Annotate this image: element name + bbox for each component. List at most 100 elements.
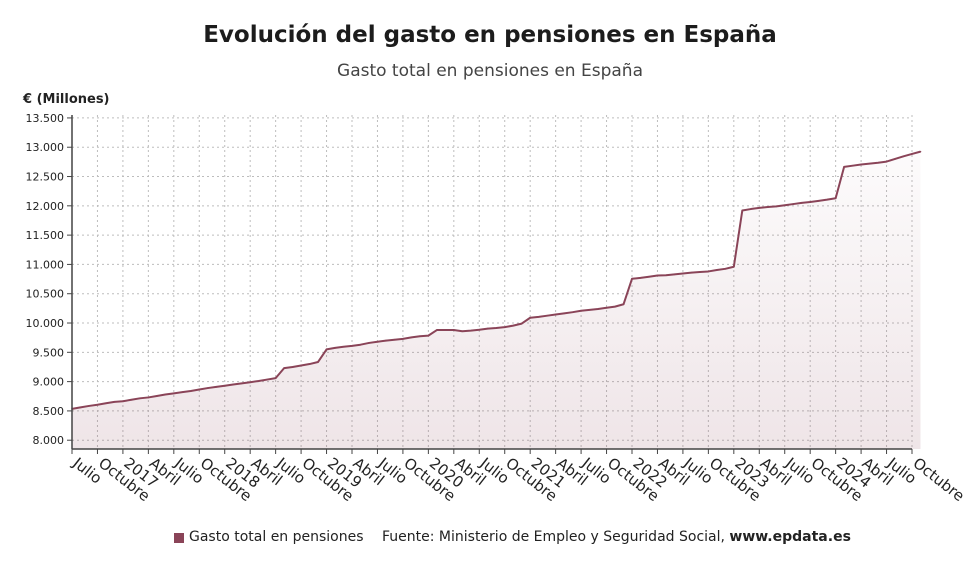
data-point [79, 406, 82, 409]
y-tick-labels: 8.000 8.500 9.000 9.500 10.000 10.500 11.000 11… [26, 112, 72, 447]
data-point [690, 271, 693, 274]
source-prefix: Fuente: Ministerio de Empleo y Seguridad… [382, 529, 730, 545]
data-point [682, 272, 684, 275]
axes [71, 115, 912, 450]
data-point [342, 345, 345, 348]
data-point [724, 268, 727, 270]
legend-label: Gasto total en pensiones [189, 529, 364, 545]
data-point [622, 303, 625, 306]
data-point [716, 269, 718, 271]
data-point [300, 364, 302, 367]
data-point [512, 324, 515, 327]
data-point [631, 277, 633, 280]
data-point [436, 329, 438, 331]
data-point [215, 386, 218, 388]
data-point [588, 309, 591, 311]
data-point [571, 311, 574, 313]
data-point [291, 366, 294, 368]
data-point [749, 208, 752, 210]
data-point [173, 392, 175, 395]
data-point [919, 150, 922, 153]
data-point [843, 166, 845, 168]
data-point [894, 158, 896, 160]
data-point [911, 153, 913, 155]
data-point [385, 339, 387, 342]
data-point [851, 164, 854, 167]
data-point [817, 200, 820, 202]
data-point [325, 348, 328, 351]
data-point [274, 377, 277, 379]
data-point [758, 207, 761, 209]
data-point [580, 309, 582, 312]
data-point [605, 306, 608, 309]
data-point [164, 393, 167, 396]
data-point [648, 275, 650, 278]
data-point [546, 314, 548, 317]
data-point [189, 390, 192, 392]
data-point [88, 405, 90, 407]
data-point [410, 336, 413, 339]
data-point [792, 203, 795, 205]
data-point [656, 274, 659, 277]
data-point [130, 398, 133, 401]
data-point [105, 402, 107, 405]
data-point [554, 313, 557, 316]
data-point [800, 202, 803, 204]
data-point [156, 395, 158, 397]
data-point [597, 308, 599, 310]
data-point [453, 329, 455, 331]
data-point [113, 401, 116, 403]
data-point [283, 367, 285, 369]
data-point [308, 363, 311, 365]
data-point [766, 206, 769, 208]
data-point [486, 327, 489, 330]
x-tick-labels: JulioOctubre2017AbrilJulioOctubre2018Abr… [69, 449, 968, 505]
y-axis-label: € (Millones) [23, 92, 110, 107]
y-tick-label: 10.000 [26, 317, 65, 330]
data-point [147, 396, 150, 399]
y-tick-label: 11.500 [26, 229, 65, 242]
legend-swatch [174, 533, 184, 543]
y-tick-label: 11.000 [26, 258, 65, 271]
series-area-fill [72, 151, 921, 449]
x-tick-label: Octubre [910, 454, 968, 505]
data-point [699, 271, 701, 273]
data-point [529, 316, 531, 319]
data-point [206, 387, 209, 389]
data-point [665, 274, 667, 277]
data-point [563, 312, 565, 315]
data-point [469, 329, 472, 332]
data-point [478, 328, 481, 331]
data-point [427, 334, 430, 337]
data-point [359, 343, 362, 346]
data-point [181, 391, 184, 393]
y-tick-label: 10.500 [26, 288, 65, 301]
data-point [834, 197, 837, 200]
data-point [249, 381, 251, 384]
data-point [614, 305, 616, 308]
data-point [232, 383, 235, 386]
data-point [860, 163, 862, 166]
data-point [868, 162, 871, 165]
data-point [368, 342, 370, 344]
data-point [775, 205, 778, 208]
source-note: Fuente: Ministerio de Empleo y Seguridad… [382, 529, 851, 545]
data-point [639, 277, 642, 279]
data-point [223, 384, 226, 387]
data-point [495, 327, 498, 329]
y-tick-label: 8.500 [33, 405, 65, 418]
y-tick-label: 13.500 [26, 112, 65, 125]
data-point [402, 338, 404, 340]
data-point [393, 338, 396, 341]
line-area-chart: 8.000 8.500 9.000 9.500 10.000 10.500 11.000 11… [26, 112, 968, 505]
data-point [122, 400, 124, 403]
source-site: www.epdata.es [729, 529, 851, 545]
data-point [444, 329, 447, 331]
area-layer [71, 150, 922, 449]
data-point [741, 209, 744, 212]
data-point [826, 198, 828, 201]
y-tick-label: 9.000 [33, 376, 65, 389]
y-tick-label: 13.000 [26, 141, 65, 154]
y-tick-label: 8.000 [33, 434, 65, 447]
data-point [902, 155, 905, 158]
